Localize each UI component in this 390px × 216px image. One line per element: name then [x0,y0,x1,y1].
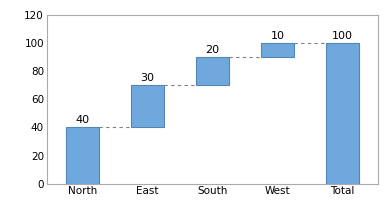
Text: 40: 40 [76,115,90,125]
Bar [131,85,164,127]
Bar [66,127,99,184]
Text: 30: 30 [140,73,154,83]
Bar [261,43,294,57]
Bar [326,43,359,184]
Text: 100: 100 [332,31,353,41]
Text: 10: 10 [271,31,285,41]
Bar [196,57,229,85]
Text: 20: 20 [206,45,220,55]
